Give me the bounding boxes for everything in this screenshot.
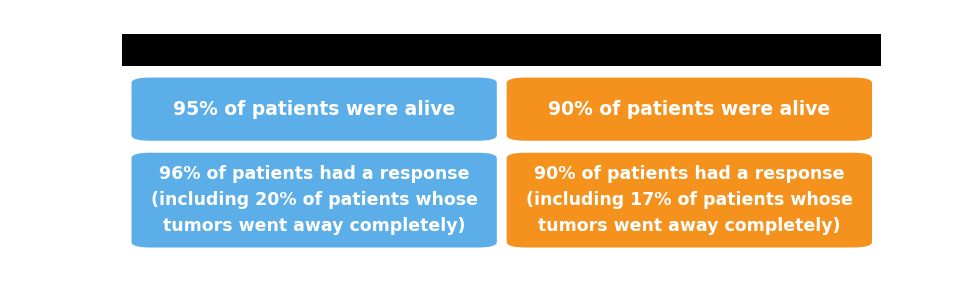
FancyBboxPatch shape: [131, 153, 496, 248]
Text: 90% of patients were alive: 90% of patients were alive: [548, 100, 829, 119]
FancyBboxPatch shape: [131, 78, 496, 141]
Text: 90% of patients had a response
(including 17% of patients whose
tumors went away: 90% of patients had a response (includin…: [525, 166, 852, 235]
FancyBboxPatch shape: [507, 78, 871, 141]
Text: 95% of patients were alive: 95% of patients were alive: [173, 100, 455, 119]
FancyBboxPatch shape: [507, 153, 871, 248]
FancyBboxPatch shape: [122, 34, 880, 66]
Text: 96% of patients had a response
(including 20% of patients whose
tumors went away: 96% of patients had a response (includin…: [151, 166, 477, 235]
